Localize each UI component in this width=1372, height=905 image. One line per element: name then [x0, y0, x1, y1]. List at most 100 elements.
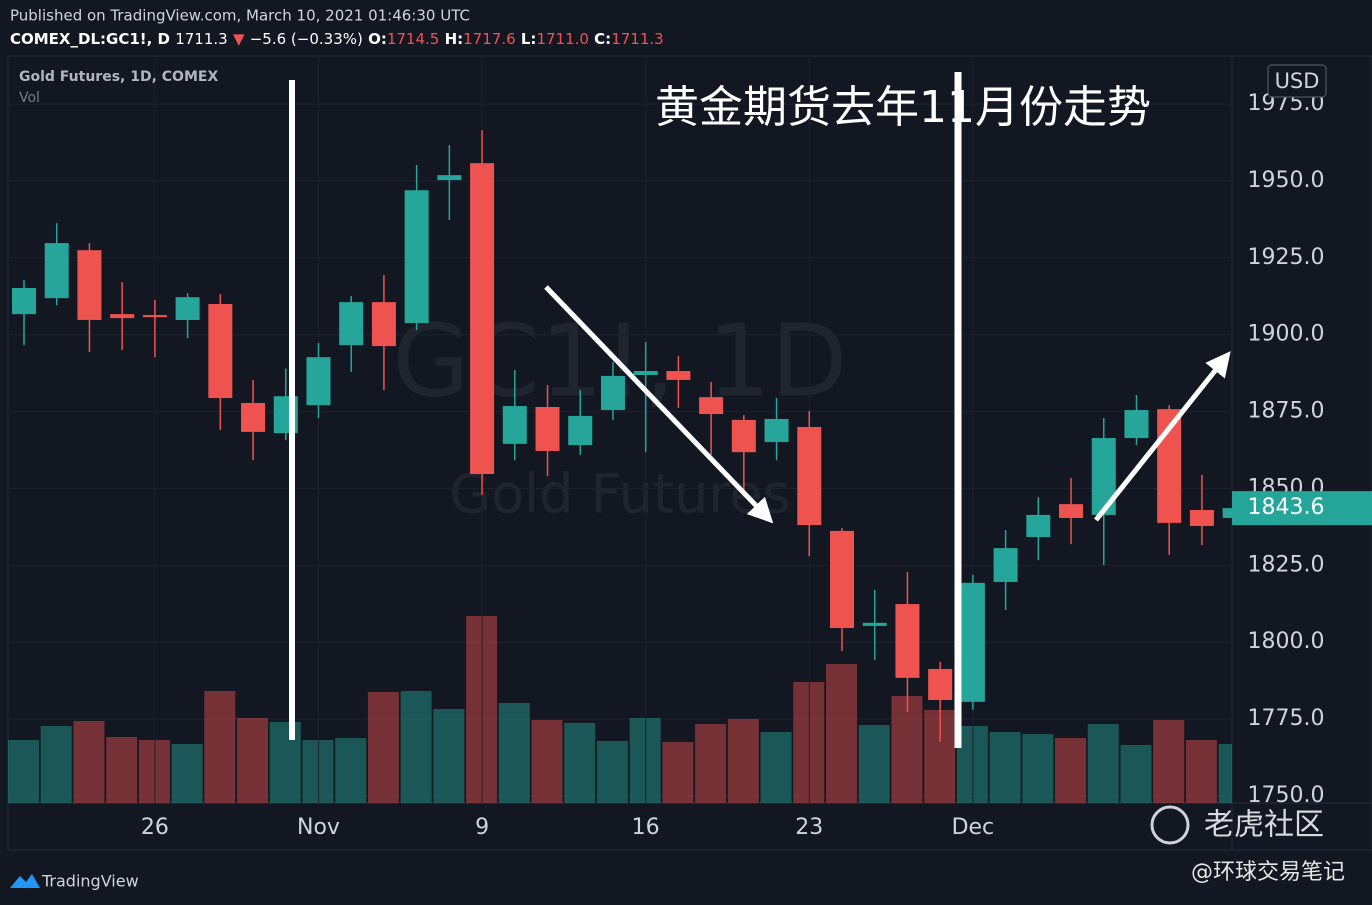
last: 1711.3	[175, 30, 228, 48]
ohlc-value: 1711.3	[611, 30, 664, 48]
candle-body	[339, 302, 364, 346]
volume-bar	[1022, 734, 1054, 803]
x-tick-label: 9	[475, 815, 489, 840]
volume-bar	[564, 723, 596, 803]
credit: @环球交易笔记	[1191, 860, 1345, 885]
ohlc-value: 1711.0	[536, 30, 589, 48]
candle-body	[666, 371, 691, 380]
annotation: 黄金期货去年11月份走势	[655, 82, 1151, 133]
volume-bar	[531, 720, 563, 803]
volume-bar	[989, 732, 1021, 803]
candle-body	[928, 668, 953, 700]
candle-body	[633, 371, 658, 376]
watermark-logo	[1150, 805, 1190, 845]
y-tick-label: 1825.0	[1248, 552, 1325, 577]
candle-body	[1026, 514, 1051, 538]
currency-box	[1267, 64, 1327, 98]
candle-body	[44, 243, 69, 299]
x-tick-label: 23	[795, 815, 823, 840]
trend-arrow	[1094, 351, 1231, 522]
ohlc-value: 1717.6	[463, 30, 516, 48]
volume-label: Vol	[19, 90, 40, 106]
watermark: 老虎社区	[1204, 808, 1324, 843]
candle-body	[12, 287, 36, 315]
volume-bar	[269, 722, 301, 803]
volume-bar	[1185, 740, 1217, 803]
arrow: ▼	[233, 30, 245, 48]
volume-bar	[1087, 724, 1119, 803]
candle-body	[1059, 504, 1084, 518]
candle-body	[175, 297, 200, 320]
ohlc-label: L:	[521, 30, 537, 48]
candle-body	[470, 163, 495, 475]
volume-bar	[204, 691, 236, 803]
x-tick-label: Dec	[952, 815, 995, 840]
candle-body	[142, 315, 167, 318]
candle-body	[241, 402, 266, 432]
volume-bar	[335, 738, 367, 803]
candle-body	[764, 418, 789, 443]
trend-arrow	[544, 285, 774, 524]
watermark-name: Gold Futures	[449, 463, 790, 526]
ohlc-label: C:	[594, 30, 611, 48]
candle-body	[110, 314, 135, 319]
y-tick-label: 1900.0	[1248, 322, 1325, 347]
candle-body	[993, 548, 1018, 582]
volume-bar	[367, 692, 399, 803]
volume-bar	[433, 709, 465, 803]
ohlc-value: 1714.5	[387, 30, 440, 48]
candle-body	[960, 582, 985, 702]
ohlc-label: H:	[445, 30, 464, 48]
candle-body	[797, 426, 822, 526]
symbol-line: COMEX_DL:GC1!, D 1711.3 ▼ −5.6 (−0.33%) …	[10, 30, 664, 48]
volume-bar	[891, 696, 923, 803]
candle-body	[731, 419, 756, 453]
candle-body	[306, 357, 331, 406]
volume-bar	[1218, 744, 1232, 803]
candle-body	[699, 397, 724, 415]
volume-bar	[727, 719, 759, 803]
candle-body	[437, 175, 462, 181]
candle-body	[1189, 509, 1214, 526]
symbol: COMEX_DL:GC1!, D	[10, 30, 170, 48]
last-price-box	[1232, 491, 1372, 526]
last-price-label: 1843.6	[1248, 495, 1325, 520]
candle-body	[371, 302, 396, 347]
volume-bar	[596, 741, 628, 803]
candle-body	[895, 604, 920, 678]
volume-bar	[760, 732, 792, 803]
volume-bar	[1153, 720, 1185, 803]
volume-bar	[1055, 738, 1087, 803]
volume-bar	[106, 737, 138, 803]
y-tick-label: 1950.0	[1248, 168, 1325, 193]
y-tick-label: 1775.0	[1248, 706, 1325, 731]
volume-bar	[1120, 745, 1152, 803]
ohlc-label: O:	[368, 30, 387, 48]
y-tick-label: 1875.0	[1248, 399, 1325, 424]
volume-bar	[858, 725, 890, 803]
candle-body	[502, 406, 527, 444]
volume-bar	[237, 718, 269, 803]
plot	[8, 58, 1232, 803]
published: Published on TradingView.com, March 10, …	[10, 7, 470, 25]
y-tick-label: 1800.0	[1248, 629, 1325, 654]
volume-bar	[400, 691, 432, 803]
volume-bar	[695, 724, 727, 803]
volume-bar	[662, 742, 694, 803]
volume-bar	[171, 744, 203, 803]
candle-body	[568, 415, 593, 446]
candle-body	[208, 303, 233, 399]
price-axis: 1750.01775.01800.01825.01850.01875.01900…	[1232, 91, 1372, 808]
x-tick-label: Nov	[297, 815, 340, 840]
currency: USD	[1275, 69, 1320, 93]
candle-body	[404, 190, 429, 324]
y-tick-label: 1925.0	[1248, 245, 1325, 270]
chart-title: Gold Futures, 1D, COMEX	[19, 69, 218, 85]
volume-bar	[40, 726, 72, 803]
brand-logo	[10, 874, 40, 888]
candle-body	[1222, 508, 1232, 518]
volume-bar	[8, 740, 39, 803]
change: −5.6 (−0.33%)	[250, 30, 363, 48]
candle-body	[830, 530, 854, 629]
